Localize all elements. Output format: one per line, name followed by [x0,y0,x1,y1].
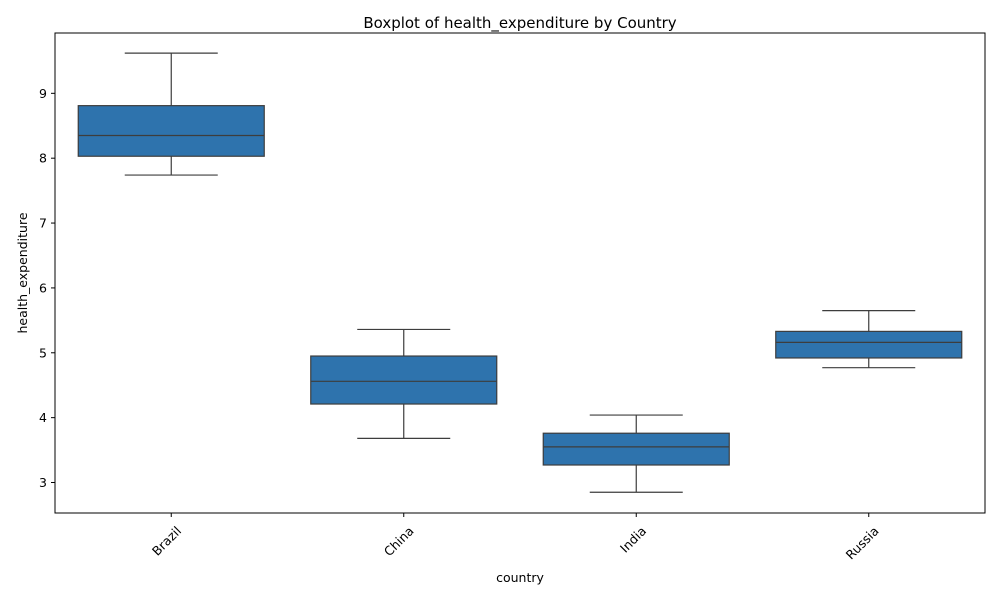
box-china [310,328,498,440]
y-tick-label: 7 [39,216,47,231]
y-tick-label: 8 [39,151,47,166]
plot-area-frame [54,32,986,514]
x-tick-label: India [617,523,649,555]
box-series [77,52,963,493]
x-tick-label: China [381,523,417,559]
y-tick-label: 9 [39,86,47,101]
y-axis-label: health_expenditure [15,212,30,333]
y-tick-label: 3 [39,475,47,490]
iqr-box [775,330,963,359]
x-tick-label: Russia [843,523,882,562]
y-tick-label: 5 [39,345,47,360]
box-india [542,414,730,493]
x-axis-ticks: Brazil China India Russia [149,513,882,562]
y-tick-label: 4 [39,410,47,425]
box-russia [775,310,963,369]
y-axis-ticks: 3 4 5 6 7 8 9 [39,86,55,490]
x-tick-label: Brazil [149,523,184,558]
chart-title: Boxplot of health_expenditure by Country [363,14,676,33]
x-axis-label: country [496,570,544,585]
iqr-box [77,105,265,157]
box-brazil [77,52,265,176]
iqr-box [310,355,498,405]
iqr-box [542,432,730,466]
y-tick-label: 6 [39,280,47,295]
